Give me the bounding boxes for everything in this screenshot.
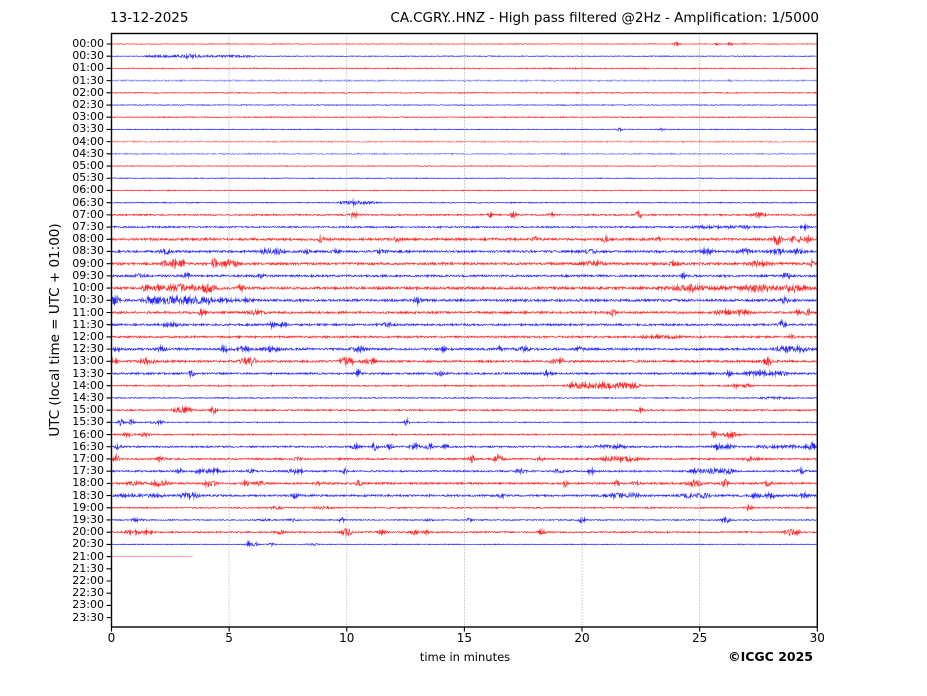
y-tick-label: 08:00 [72, 232, 104, 246]
x-tick-label: 20 [574, 631, 590, 645]
y-tick-label: 18:30 [72, 488, 104, 502]
y-tick-label: 04:00 [72, 134, 104, 148]
x-tick-label: 5 [225, 631, 233, 645]
x-tick-label: 25 [692, 631, 708, 645]
y-tick-label: 17:00 [72, 451, 104, 465]
y-tick-label: 07:30 [72, 220, 104, 234]
y-tick-label: 21:30 [72, 561, 104, 575]
x-tick-label: 15 [456, 631, 473, 645]
y-tick-label: 03:30 [72, 122, 104, 136]
y-tick-label: 15:00 [72, 403, 104, 417]
y-tick-label: 23:30 [72, 610, 104, 624]
y-tick-label: 02:00 [72, 85, 104, 99]
y-tick-label: 19:00 [72, 500, 104, 514]
y-tick-label: 05:00 [72, 159, 104, 173]
y-tick-label: 17:30 [72, 464, 104, 478]
x-tick-label: 10 [339, 631, 355, 645]
y-tick-label: 01:30 [72, 73, 104, 87]
y-tick-label: 13:30 [72, 366, 104, 380]
y-tick-label: 08:30 [72, 244, 104, 258]
y-tick-label: 13:00 [72, 354, 104, 368]
y-tick-label: 04:30 [72, 146, 104, 160]
y-tick-label: 10:00 [72, 281, 104, 295]
y-tick-label: 23:00 [72, 598, 104, 612]
y-tick-label: 00:30 [72, 49, 104, 63]
y-tick-label: 01:00 [72, 61, 104, 75]
y-tick-label: 16:00 [72, 427, 104, 441]
y-tick-label: 20:00 [72, 525, 104, 539]
y-tick-label: 02:30 [72, 98, 104, 112]
x-axis-label: time in minutes [419, 650, 511, 664]
y-tick-label: 22:30 [72, 586, 104, 600]
y-tick-label: 14:00 [72, 378, 104, 392]
y-tick-label: 09:00 [72, 256, 104, 270]
y-tick-label: 06:00 [72, 183, 104, 197]
y-tick-label: 21:00 [72, 549, 104, 563]
y-tick-label: 00:00 [72, 37, 104, 50]
plot-title: CA.CGRY..HNZ - High pass filtered @2Hz -… [390, 10, 819, 26]
y-tick-label: 20:30 [72, 537, 104, 551]
y-tick-label: 12:00 [72, 329, 104, 343]
y-tick-label: 05:30 [72, 171, 104, 185]
y-tick-label: 10:30 [72, 293, 104, 307]
y-tick-label: 11:00 [72, 305, 104, 319]
y-tick-label: 09:30 [72, 268, 104, 282]
copyright: ©ICGC 2025 [728, 649, 813, 664]
y-tick-label: 14:30 [72, 390, 104, 404]
x-tick-label: 30 [809, 631, 825, 645]
y-tick-label: 15:30 [72, 415, 104, 429]
x-tick-label: 0 [107, 631, 116, 645]
y-tick-label: 18:00 [72, 476, 104, 490]
y-tick-label: 03:00 [72, 110, 104, 124]
y-tick-label: 19:30 [72, 512, 104, 526]
y-tick-label: 22:00 [72, 574, 104, 587]
y-tick-label: 16:30 [72, 439, 104, 453]
y-tick-label: 11:30 [72, 317, 104, 331]
plot-date: 13-12-2025 [110, 10, 189, 26]
y-tick-label: 07:00 [72, 207, 104, 221]
y-tick-label: 06:30 [72, 195, 104, 209]
y-tick-label: 12:30 [72, 342, 104, 356]
